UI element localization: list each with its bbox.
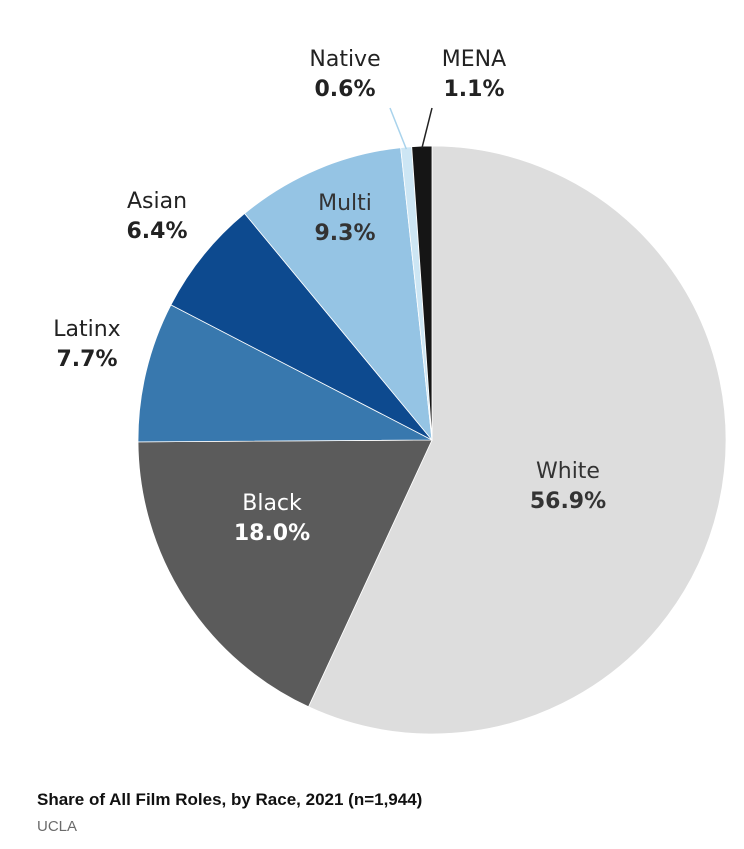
slice-value-native: 0.6% xyxy=(314,77,375,102)
pie-slice-multi xyxy=(244,147,433,442)
pie-slices xyxy=(137,145,727,735)
slice-value-black: 18.0% xyxy=(234,521,310,546)
pie-slice-black xyxy=(137,439,433,708)
slice-label-native: Native xyxy=(309,47,380,72)
pie-slice-white xyxy=(307,145,727,735)
slice-value-latinx: 7.7% xyxy=(56,347,117,372)
slice-label-asian: Asian xyxy=(127,189,187,214)
pie-slice-latinx xyxy=(137,304,433,443)
slice-label-white: White xyxy=(536,459,600,484)
leader-lines xyxy=(389,107,433,150)
slice-value-asian: 6.4% xyxy=(126,219,187,244)
pie-chart: White 56.9% Black 18.0% Latinx 7.7% Asian 6.4% M… xyxy=(53,47,727,735)
chart-title: Share of All Film Roles, by Race, 2021 (… xyxy=(37,790,423,809)
slice-value-multi: 9.3% xyxy=(314,221,375,246)
chart-source: UCLA xyxy=(37,818,78,835)
slice-label-mena: MENA xyxy=(442,47,506,72)
slice-labels: White 56.9% Black 18.0% Latinx 7.7% Asian 6.4% M… xyxy=(53,47,606,546)
slice-label-multi: Multi xyxy=(318,191,372,216)
leader-line-native xyxy=(389,107,408,150)
slice-value-mena: 1.1% xyxy=(443,77,504,102)
slice-label-latinx: Latinx xyxy=(53,317,120,342)
leader-line-mena xyxy=(421,107,433,149)
slice-value-white: 56.9% xyxy=(530,489,606,514)
pie-slice-asian xyxy=(170,212,433,441)
slice-label-black: Black xyxy=(242,491,302,516)
